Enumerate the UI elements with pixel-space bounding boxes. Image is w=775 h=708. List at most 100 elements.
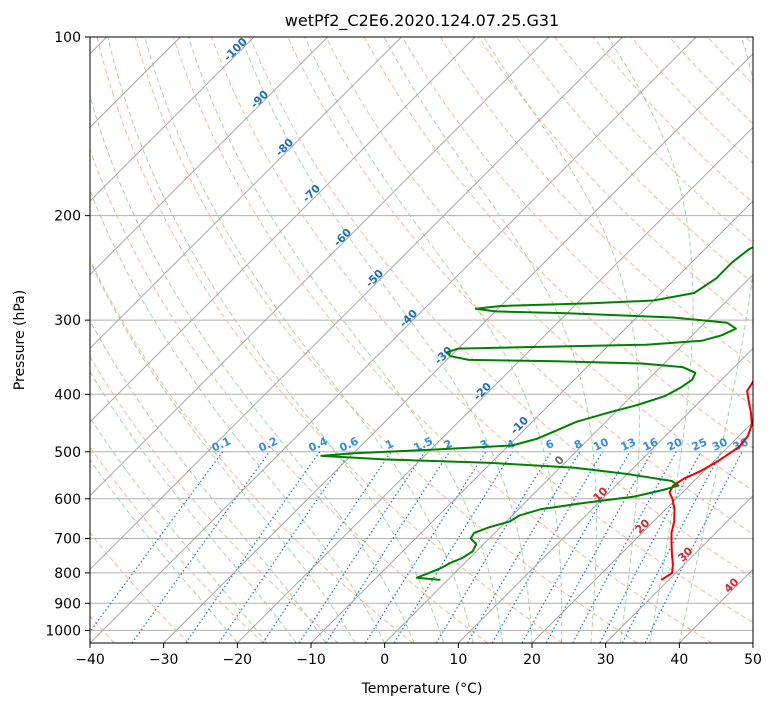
x-tick-label: −40 [75,652,105,668]
moist-adiabat [90,370,297,643]
skewed-isotherm [163,52,753,643]
y-tick-label: 600 [54,492,81,508]
dry-adiabat [90,148,488,643]
mixing-ratio-label: 30 [710,435,730,453]
mixing-ratio-line [545,451,653,643]
skewed-isotherm [90,37,476,423]
skewed-isotherm [457,347,753,643]
dry-adiabat [287,37,753,535]
dry-adiabat [249,37,753,579]
x-axis: −40 −30 −20 −10 0 10 20 30 40 50 [75,643,762,668]
mixing-ratio-line [185,451,321,643]
x-tick-label: −20 [223,652,253,668]
mixing-ratio-line [435,451,552,643]
skewed-isotherm [236,126,753,643]
y-tick-label: 1000 [45,623,81,639]
y-tick-label: 100 [54,30,81,46]
mixing-ratio-label: 13 [619,435,638,453]
y-tick-label: 900 [54,596,81,612]
moist-adiabats [90,37,753,643]
skewed-isotherm [90,37,623,571]
y-tick-label: 300 [54,313,81,329]
dry-adiabats [90,37,753,643]
skewed-isotherm [310,200,753,643]
dry-adiabat [325,37,753,492]
x-tick-label: 20 [523,652,541,668]
dry-adiabat [134,37,638,643]
x-tick-label: 40 [670,652,688,668]
y-axis-title: Pressure (hPa) [12,290,28,390]
mixing-ratio-line [90,451,224,633]
skewed-isotherm [531,421,753,643]
moist-adiabat [607,37,694,643]
moist-adiabat [383,37,597,643]
moist-adiabat [678,37,753,643]
mixing-ratio-line [298,451,426,643]
x-tick-label: −30 [149,652,179,668]
x-tick-label: 30 [597,652,615,668]
pressure-grid [90,37,753,631]
y-tick-label: 200 [54,209,81,225]
mixing-ratio-line [572,451,677,643]
moist-adiabat [90,458,238,643]
mixing-ratio-lines [90,451,743,643]
mixing-ratio-label: 25 [690,435,709,453]
mixing-ratio-label: 10 [591,435,611,453]
mixing-ratio-label: 16 [641,435,661,453]
mixing-ratio-line [131,451,271,643]
mixing-ratio-line [364,451,487,643]
mixing-ratio-line [262,451,392,643]
mixing-ratio-line [644,451,743,643]
skewed-isotherm [605,494,753,643]
dry-adiabat [439,37,753,366]
skewed-isotherm [90,37,550,497]
moist-adiabat [483,37,640,643]
mixing-ratio-line [325,451,451,643]
x-axis-title: Temperature (°C) [361,681,483,697]
moist-adiabat [90,260,356,643]
moist-adiabat [90,94,415,643]
moist-adiabat [90,319,327,643]
dry-adiabat [96,37,563,643]
y-tick-label: 500 [54,445,81,461]
skewed-isotherms [90,37,753,643]
dewpoint-profile [320,246,753,581]
moist-adiabat [240,37,533,643]
dry-adiabat [592,37,753,204]
mixing-ratio-label: 20 [665,435,685,453]
moist-adiabat [304,37,563,643]
x-tick-label: −10 [296,652,326,668]
y-axis: 100 200 300 400 500 600 700 800 900 1000 [45,30,90,639]
x-tick-label: 0 [380,652,389,668]
y-tick-label: 700 [54,532,81,548]
dry-adiabat [90,531,190,643]
skewed-isotherm [90,37,697,643]
moist-adiabat [188,37,503,643]
skewed-isotherm [384,273,753,643]
y-tick-label: 800 [54,566,81,582]
plot-frame [89,36,754,644]
dry-adiabat [90,355,339,643]
chart-title: wetPf2_C2E6.2020.124.07.25.G31 [285,11,559,31]
temperature-profile [660,380,753,581]
dry-adiabat [172,37,712,643]
moist-adiabat [90,416,268,643]
dry-adiabat [90,258,414,643]
skewed-isotherm [90,37,329,276]
moist-adiabat [107,37,445,643]
skewed-isotherm [90,37,402,350]
dry-adiabat [478,37,753,325]
y-tick-label: 400 [54,387,81,403]
skewed-isotherm [90,37,255,202]
mixing-ratio-line [521,451,631,643]
dry-adiabat [401,37,753,407]
mixing-ratio-line [599,451,702,643]
sounding-profiles [320,246,753,581]
moist-adiabat [144,37,474,643]
x-tick-label: 50 [744,652,762,668]
dry-adiabat [211,37,753,624]
mixing-ratio-line [218,451,351,643]
x-tick-label: 10 [449,652,467,668]
